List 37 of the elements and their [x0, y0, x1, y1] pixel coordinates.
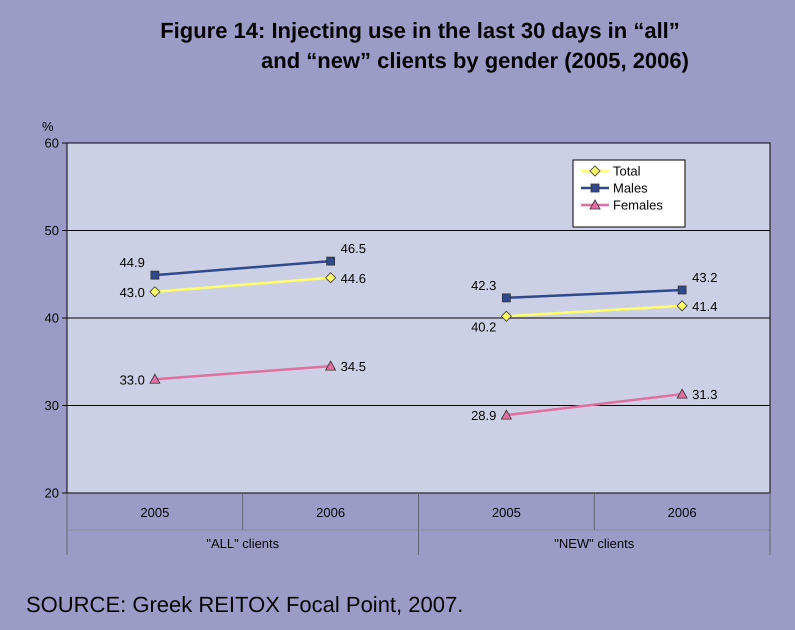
chart-title: Figure 14: Injecting use in the last 30 days in “all” and “new” clients by gender (2005, 2006): [160, 18, 689, 73]
point: [326, 256, 336, 266]
point: [149, 286, 160, 298]
legend-label: Total: [613, 164, 641, 179]
point: [678, 286, 687, 294]
point: [150, 270, 160, 280]
data-label: 31.3: [692, 387, 718, 402]
data-label: 44.9: [120, 255, 145, 270]
y-tick-label: 20: [44, 486, 59, 501]
text: "NEW" clients: [554, 536, 635, 551]
text: "ALL" clients: [206, 536, 280, 551]
data-label: 34.5: [340, 359, 366, 374]
y-tick-label: 50: [44, 223, 59, 238]
data-label: 42.3: [471, 278, 496, 293]
y-axis-title: %: [42, 119, 54, 134]
x-tick-label: 2005: [492, 505, 521, 520]
legend-label: Females: [613, 198, 664, 213]
y-tick-label: 30: [44, 398, 59, 414]
data-label: 46.5: [340, 241, 366, 256]
data-label: 41.4: [692, 298, 718, 314]
data-label: 28.9: [471, 408, 496, 424]
source-note: SOURCE: Greek REITOX Focal Point, 2007.: [26, 592, 464, 617]
x-tick-label: 2005: [140, 505, 170, 520]
y-tick-label: 40: [44, 310, 59, 326]
x-tick-label: 2006: [668, 505, 697, 520]
point: [500, 310, 512, 322]
point: [502, 293, 511, 302]
data-label: 44.6: [340, 270, 366, 286]
legend-label: Males: [613, 180, 648, 196]
point: [676, 300, 688, 312]
data-label: 43.0: [120, 284, 145, 300]
data-label: 40.2: [471, 319, 496, 334]
point: [325, 272, 336, 284]
y-tick-label: 60: [44, 136, 59, 151]
x-tick-label: 2006: [316, 505, 346, 520]
data-label: 43.2: [692, 270, 718, 285]
data-label: 33.0: [120, 372, 145, 388]
